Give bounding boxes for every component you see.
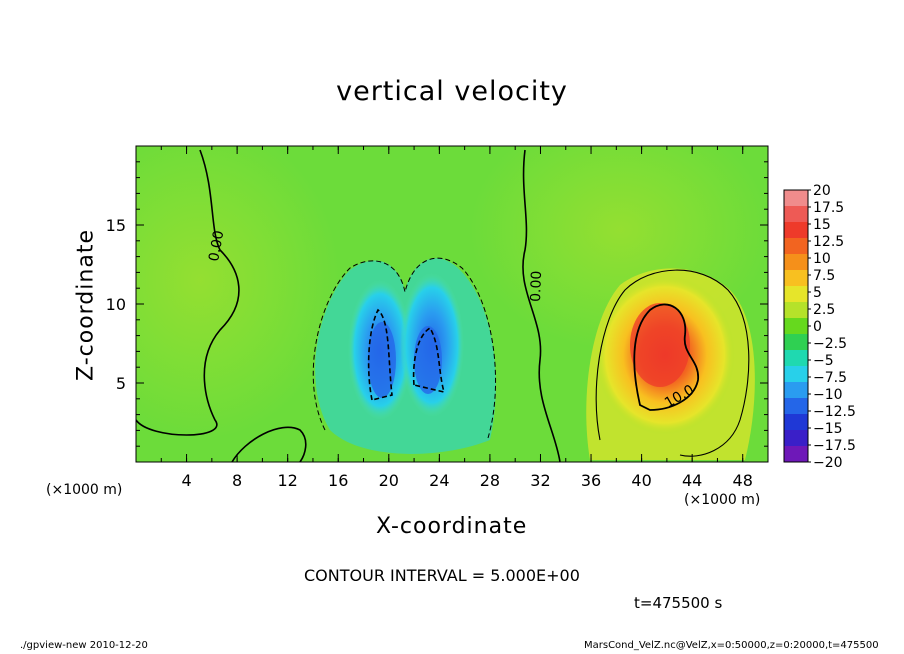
footer-source: MarsCond_VelZ.nc@VelZ,x=0:50000,z=0:2000… <box>584 640 879 651</box>
colorbar-label: 2.5 <box>813 302 835 318</box>
x-tick-label: 36 <box>581 471 601 490</box>
colorbar-swatch <box>784 414 808 431</box>
y-axis-ticks: 5 10 15 <box>106 161 768 447</box>
y-axis-label: Z-coordinate <box>73 229 99 381</box>
contour-label: 0.00 <box>528 270 545 302</box>
colorbar-label: 10 <box>813 251 831 267</box>
x-tick-label: 28 <box>480 471 500 490</box>
colorbar-swatch <box>784 190 808 207</box>
contour-interval-label: CONTOUR INTERVAL = 5.000E+00 <box>304 566 580 585</box>
colorbar-label: −12.5 <box>813 404 856 420</box>
y-tick-label: 10 <box>106 295 126 314</box>
x-tick-label: 4 <box>181 471 191 490</box>
colorbar-label: −7.5 <box>813 370 847 386</box>
x-tick-label: 40 <box>631 471 651 490</box>
x-axis-ticks: 4 8 12 16 20 24 28 32 36 40 44 48 <box>160 146 753 490</box>
colorbar-swatch <box>784 430 808 447</box>
colorbar-label: 17.5 <box>813 200 844 216</box>
colorbar-swatch <box>784 334 808 351</box>
x-axis-label: X-coordinate <box>376 514 528 539</box>
x-tick-label: 32 <box>530 471 550 490</box>
footer-program-date: ./gpview-new 2010-12-20 <box>20 640 148 651</box>
x-tick-label: 12 <box>278 471 298 490</box>
colorbar-label: −20 <box>813 455 843 471</box>
chart-title: vertical velocity <box>336 76 568 107</box>
time-label: t=475500 s <box>634 594 723 612</box>
colorbar-label: −2.5 <box>813 336 847 352</box>
colorbar-swatch <box>784 222 808 239</box>
x-tick-label: 16 <box>328 471 348 490</box>
x-tick-label: 48 <box>733 471 753 490</box>
x-tick-label: 24 <box>429 471 449 490</box>
x-tick-label: 8 <box>232 471 242 490</box>
x-tick-label: 44 <box>682 471 702 490</box>
colorbar-swatch <box>784 318 808 335</box>
colorbar-label: −5 <box>813 353 834 369</box>
colorbar-swatch <box>784 254 808 271</box>
colorbar-swatch <box>784 398 808 415</box>
colorbar-swatch <box>784 302 808 319</box>
colorbar-label: 20 <box>813 183 831 199</box>
contour-label: 0.00 <box>206 229 227 262</box>
heatmap-field <box>136 146 768 462</box>
colorbar-swatch <box>784 270 808 287</box>
x-tick-label: 20 <box>379 471 399 490</box>
colorbar-swatch <box>784 366 808 383</box>
colorbar-label: −15 <box>813 421 843 437</box>
colorbar-swatch <box>784 206 808 223</box>
colorbar-label: −10 <box>813 387 843 403</box>
colorbar-label: 12.5 <box>813 234 844 250</box>
colorbar-swatch <box>784 446 808 463</box>
x-unit-label: (×1000 m) <box>46 482 123 498</box>
colorbar-swatch <box>784 350 808 367</box>
colorbar-swatch <box>784 286 808 303</box>
colorbar-label: 0 <box>813 319 822 335</box>
y-tick-label: 15 <box>106 216 126 235</box>
z-unit-label: (×1000 m) <box>684 492 761 508</box>
colorbar-label: 5 <box>813 285 822 301</box>
colorbar-label: 7.5 <box>813 268 835 284</box>
y-tick-label: 5 <box>116 374 126 393</box>
colorbar-swatch <box>784 382 808 399</box>
colorbar-label: 15 <box>813 217 831 233</box>
colorbar: 2017.51512.5107.552.50−2.5−5−7.5−10−12.5… <box>783 183 856 471</box>
colorbar-swatch <box>784 238 808 255</box>
colorbar-label: −17.5 <box>813 438 856 454</box>
